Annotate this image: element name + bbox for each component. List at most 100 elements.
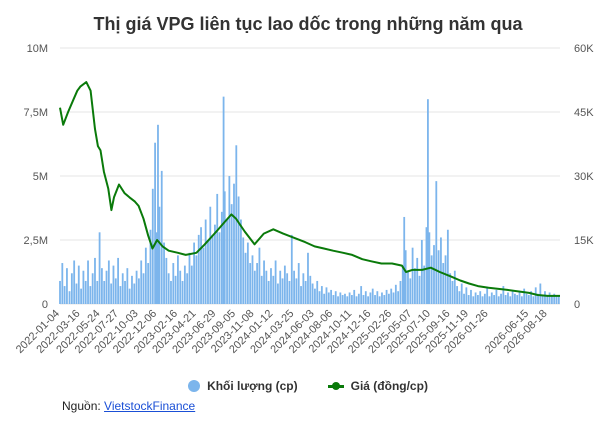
volume-bar xyxy=(374,295,376,304)
volume-bar xyxy=(360,286,363,304)
volume-bar xyxy=(75,283,78,304)
volume-bar xyxy=(142,273,145,304)
right-axis-tick-label: 60K xyxy=(574,43,594,55)
volume-bar xyxy=(369,292,372,304)
volume-bar xyxy=(272,275,275,304)
volume-bar xyxy=(502,286,505,304)
volume-bar xyxy=(121,273,124,304)
volume-bar xyxy=(318,291,321,304)
volume-bar xyxy=(149,229,152,304)
volume-bar xyxy=(165,257,168,304)
left-axis-tick-label: 0 xyxy=(42,299,48,311)
volume-bar xyxy=(470,289,472,304)
right-axis-tick-label: 15K xyxy=(574,235,594,247)
x-axis-ticks: 2022-01-042022-03-162022-05-242022-07-27… xyxy=(14,308,550,356)
volume-bar xyxy=(504,295,507,304)
volume-bar xyxy=(235,145,238,304)
left-axis-tick-label: 7,5M xyxy=(24,107,48,119)
volume-bar xyxy=(509,296,512,304)
volume-bar xyxy=(103,280,106,304)
volume-bar xyxy=(420,240,423,304)
volume-bar xyxy=(84,280,87,304)
price-line-path xyxy=(59,81,560,297)
volume-bar xyxy=(523,288,526,304)
left-axis-tick-label: 10M xyxy=(27,43,48,55)
volume-bar xyxy=(295,278,298,304)
volume-bar xyxy=(73,260,76,304)
source-prefix: Nguồn: xyxy=(62,399,105,413)
volume-bar xyxy=(479,291,482,304)
volume-bar xyxy=(195,255,198,304)
volume-bar xyxy=(442,263,445,304)
volume-bar xyxy=(440,237,442,304)
volume-bar xyxy=(376,291,379,304)
volume-bar xyxy=(314,288,316,304)
volume-bar xyxy=(497,296,500,304)
volume-bar xyxy=(367,296,369,304)
volume-bar xyxy=(304,280,307,304)
volume-bar xyxy=(514,293,516,304)
volume-bar xyxy=(532,296,535,304)
volume-bar xyxy=(101,268,103,304)
volume-bar xyxy=(525,293,528,304)
volume-bar xyxy=(539,283,542,304)
volume-bar xyxy=(160,170,163,304)
volume-bar xyxy=(390,288,393,304)
volume-bar xyxy=(311,283,314,304)
volume-bar xyxy=(200,227,202,304)
volume-bar xyxy=(463,293,465,304)
volume-bar xyxy=(138,278,140,304)
volume-bar xyxy=(260,275,263,304)
volume-bar xyxy=(135,270,138,304)
price-swatch-icon xyxy=(327,381,344,390)
volume-bar xyxy=(290,234,293,304)
volume-bar xyxy=(112,265,115,304)
volume-bar xyxy=(263,260,265,304)
volume-bar xyxy=(190,265,193,304)
volume-bar xyxy=(407,270,409,304)
volume-bar xyxy=(511,289,514,304)
volume-bar xyxy=(355,296,358,304)
legend-item-volume[interactable]: Khối lượng (cp) xyxy=(188,379,298,393)
volume-bar xyxy=(274,260,277,304)
volume-bar xyxy=(297,263,300,304)
volume-bar xyxy=(107,260,110,304)
volume-bar xyxy=(233,183,235,304)
volume-bar xyxy=(147,263,150,304)
volume-bar xyxy=(544,291,546,304)
volume-bar xyxy=(63,286,66,304)
volume-bar xyxy=(548,292,551,304)
volume-bar xyxy=(177,255,179,304)
right-axis-tick-label: 45K xyxy=(574,107,594,119)
volume-bar xyxy=(453,270,456,304)
volume-bar xyxy=(270,268,272,304)
volume-bar xyxy=(465,287,468,304)
left-axis-ticks: 0 2,5M 5M 7,5M 10M xyxy=(24,43,48,311)
volume-bar xyxy=(527,295,530,304)
source-link[interactable]: VietstockFinance xyxy=(104,399,196,413)
volume-bar xyxy=(110,283,113,304)
volume-bar xyxy=(61,263,64,304)
volume-bar xyxy=(267,280,270,304)
volume-bar xyxy=(341,295,344,304)
legend-item-price[interactable]: Giá (đồng/cp) xyxy=(327,379,428,393)
volume-bar xyxy=(530,291,532,304)
volume-bar xyxy=(207,240,209,304)
volume-bar xyxy=(155,232,158,304)
volume-bar xyxy=(323,293,326,304)
volume-bar xyxy=(418,275,421,304)
volume-bar xyxy=(220,211,223,304)
volume-bar xyxy=(258,247,261,304)
volume-bar xyxy=(188,252,191,304)
volume-bar xyxy=(70,273,73,304)
volume-bar xyxy=(230,204,233,304)
volume-bar xyxy=(320,286,323,304)
volume-bar xyxy=(423,265,426,304)
volume-bar xyxy=(397,291,400,304)
volume-bar xyxy=(403,216,406,304)
volume-bar xyxy=(117,257,119,304)
volume-bar xyxy=(316,280,319,304)
volume-bar xyxy=(256,263,259,304)
right-axis-ticks: 0 15K 30K 45K 60K xyxy=(574,43,594,311)
volume-bar xyxy=(242,237,245,304)
